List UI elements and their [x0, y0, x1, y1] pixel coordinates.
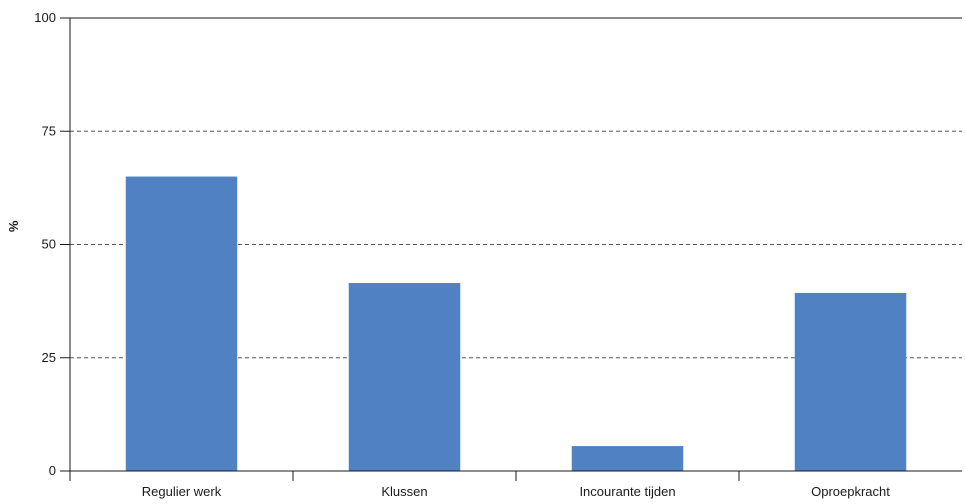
- bar: [794, 292, 907, 471]
- x-tick-label: Regulier werk: [142, 484, 222, 499]
- x-tick-label: Incourante tijden: [579, 484, 675, 499]
- x-axis-ticks: Regulier werk Klussen Incourante tijden Opr…: [142, 471, 890, 499]
- bar: [125, 176, 238, 472]
- y-tick-label: 25: [42, 350, 56, 365]
- y-axis-title: %: [6, 220, 21, 232]
- bar: [348, 283, 461, 471]
- y-tick-label: 100: [34, 10, 56, 25]
- bars: [125, 176, 907, 472]
- y-axis-ticks: 0 25 50 75 100: [34, 10, 70, 478]
- bar: [571, 446, 684, 471]
- y-tick-label: 0: [49, 463, 56, 478]
- x-tick-label: Klussen: [381, 484, 427, 499]
- y-tick-label: 50: [42, 237, 56, 252]
- y-tick-label: 75: [42, 123, 56, 138]
- x-tick-label: Oproepkracht: [811, 484, 890, 499]
